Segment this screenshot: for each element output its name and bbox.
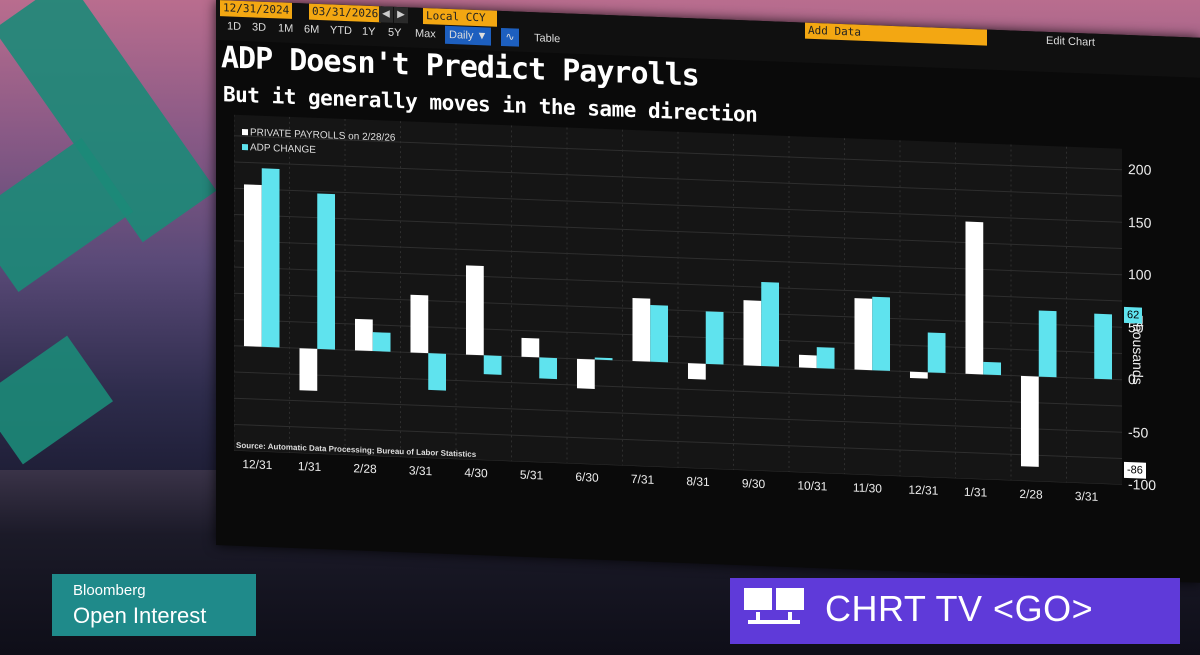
y-axis-label: Thousands [1130,315,1146,386]
adp-bar-13 [983,361,1002,376]
payrolls-bar-8 [687,363,706,380]
payrolls-bar-2 [354,318,373,352]
x-tick-label: 1/31 [963,484,988,500]
currency-select[interactable]: Local CCY [423,7,497,27]
bar-chart [233,114,1122,486]
adp-bar-12 [927,332,946,374]
adp-bar-2 [372,332,391,352]
show-name: Open Interest [73,603,207,628]
adp-bar-1 [317,193,336,350]
x-tick-label: 2/28 [1019,486,1043,502]
line-chart-icon[interactable]: ∿ [501,27,519,47]
legend-swatch-adp [242,143,248,151]
back-arrow-icon[interactable]: ◀ [379,6,393,23]
payrolls-bar-6 [576,358,595,389]
payrolls-bar-4 [465,265,484,356]
x-tick-label: 2/28 [353,461,377,477]
brand-name: Bloomberg [73,582,146,599]
period-5y[interactable]: 5Y [388,26,402,40]
x-tick-label: 7/31 [630,471,655,487]
chrt-tv-banner: CHRT TV <GO> [730,578,1180,644]
gridline-h [234,371,1122,407]
bloomberg-terminal-screen: 12/31/2024 03/31/2026 ◀ ▶ Local CCY Add … [216,0,1200,583]
x-tick-label: 1/31 [297,459,322,475]
forward-arrow-icon[interactable]: ▶ [394,6,408,24]
payrolls-bar-5 [521,337,540,358]
y-tick-label: 100 [1128,266,1152,283]
adp-bar-14 [1038,310,1057,378]
x-tick-label: 3/31 [408,463,433,479]
y-tick-label: -50 [1128,423,1149,441]
period-3d[interactable]: 3D [252,21,267,34]
adp-bar-15 [1094,313,1113,380]
y-tick-label: 150 [1128,213,1152,231]
period-max[interactable]: Max [415,27,436,41]
x-tick-label: 3/31 [1074,488,1099,504]
x-tick-label: 9/30 [741,476,766,492]
adp-bar-11 [872,296,891,371]
y-tick-label: 200 [1128,161,1152,178]
adp-bar-10 [816,347,835,369]
adp-bar-6 [594,357,613,361]
adp-bar-9 [761,281,780,367]
period-1m[interactable]: 1M [278,22,294,35]
gridline-h [234,187,1122,223]
x-tick-label: 8/31 [686,474,710,489]
gridline-h [234,397,1122,433]
gridline-h [234,161,1122,197]
end-date-field[interactable]: 03/31/2026 [309,3,382,23]
payrolls-bar-0 [243,184,262,347]
payrolls-bar-13 [965,221,984,375]
payrolls-bar-7 [632,297,651,362]
x-tick-label: 5/31 [519,467,544,483]
x-tick-label: 10/31 [797,478,828,494]
period-ytd[interactable]: YTD [330,24,352,38]
frequency-select[interactable]: Daily ▼ [445,25,492,46]
legend-swatch-payrolls [242,128,248,136]
adp-bar-3 [428,353,447,391]
adp-bar-7 [650,304,669,363]
period-1d[interactable]: 1D [227,20,242,33]
payrolls-bar-11 [854,298,873,371]
adp-bar-4 [483,355,502,375]
monitor-icon [744,588,804,624]
adp-bar-5 [539,357,558,380]
x-tick-label: 11/30 [852,480,882,496]
payrolls-bar-10 [798,354,817,369]
x-tick-label: 12/31 [242,457,273,473]
adp-last-value-label: 62 [1124,306,1143,324]
payrolls-last-value-label: -86 [1124,462,1146,480]
adp-bar-8 [705,311,724,365]
payrolls-bar-12 [909,371,928,379]
x-tick-label: 4/30 [464,465,488,481]
start-date-field[interactable]: 12/31/2024 [220,0,293,19]
show-brand-box: Bloomberg Open Interest [52,574,256,636]
table-tab[interactable]: Table [534,32,561,46]
x-tick-label: 6/30 [575,469,599,485]
payrolls-bar-3 [410,294,429,354]
x-tick-label: 12/31 [908,482,939,498]
adp-bar-0 [261,168,280,348]
period-6m[interactable]: 6M [304,23,320,36]
chart-plot-area: PRIVATE PAYROLLS on 2/28/26 ADP CHANGE [233,114,1122,486]
edit-chart-button[interactable]: Edit Chart [1046,34,1095,49]
period-1y[interactable]: 1Y [362,25,376,39]
payrolls-bar-14 [1020,375,1039,467]
chrt-tv-text: CHRT TV <GO> [825,588,1094,629]
gridline-h [234,423,1122,460]
payrolls-bar-1 [299,348,318,391]
payrolls-bar-9 [743,300,762,366]
